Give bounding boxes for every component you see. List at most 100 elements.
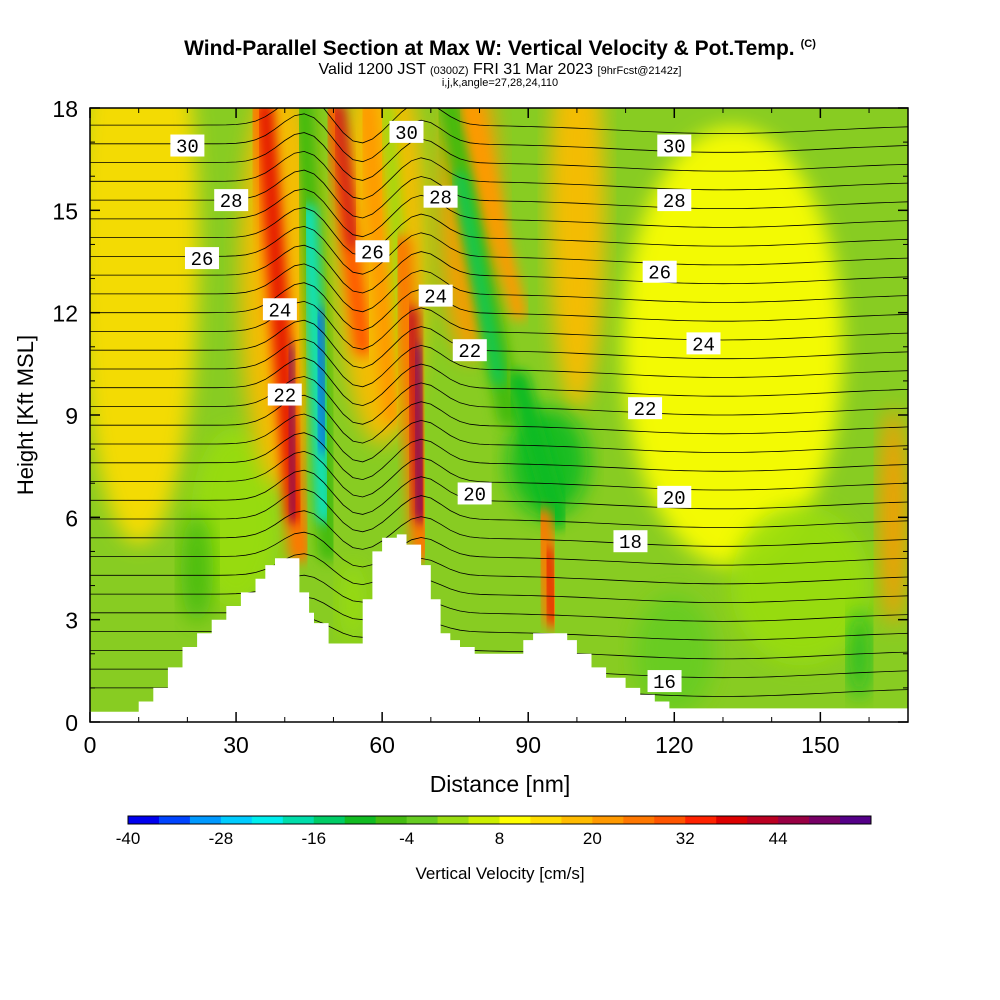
isentrope-label-text: 24 — [268, 300, 291, 322]
isentrope-label: 24 — [418, 284, 453, 309]
isentrope-label-box — [642, 260, 677, 283]
isentrope-label-box — [657, 134, 692, 157]
isentrope-label: 28 — [657, 189, 692, 213]
colorbar-tick-label: -4 — [399, 829, 414, 848]
colorbar-swatch — [406, 816, 439, 824]
colorbar-swatch — [437, 816, 470, 824]
velocity-band — [548, 108, 605, 411]
colorbar-swatch — [747, 816, 779, 824]
terrain — [90, 534, 908, 722]
isentrope-line — [90, 450, 908, 498]
velocity-streak — [507, 369, 569, 529]
isentrope-label: 26 — [355, 240, 390, 264]
isentrope-label-text: 30 — [663, 137, 686, 159]
isentrope-label: 22 — [452, 339, 487, 363]
colorbar-swatch — [778, 816, 810, 824]
isentrope-label: 22 — [628, 397, 663, 421]
isentrope-label-text: 26 — [361, 242, 384, 264]
isentrope-line — [90, 319, 908, 369]
colorbar-swatch — [189, 816, 222, 824]
isentrope-label: 24 — [686, 332, 721, 356]
isentrope-line — [90, 150, 908, 200]
colorbar-tick-label: 20 — [583, 829, 602, 848]
isentrope-line — [90, 432, 908, 481]
isentrope-label-text: 30 — [395, 123, 418, 145]
isentrope-line — [90, 394, 908, 444]
isentrope-label-box — [267, 383, 302, 406]
colorbar-swatch — [375, 816, 408, 824]
isentrope-label-box — [418, 284, 453, 307]
velocity-streak — [455, 171, 504, 386]
isentrope-line — [90, 376, 908, 425]
isentrope-label-box — [214, 189, 249, 212]
colorbar-tick-label: -16 — [301, 829, 326, 848]
velocity-streak — [413, 343, 425, 521]
y-tick-label: 0 — [65, 710, 78, 736]
velocity-streak — [543, 547, 557, 624]
chart-title: Wind-Parallel Section at Max W: Vertical… — [0, 37, 1000, 61]
isentrope-line — [90, 132, 908, 181]
colorbar-swatch — [344, 816, 377, 824]
isentrope-label: 28 — [423, 185, 458, 210]
isentrope-label: 20 — [457, 482, 492, 506]
colorbar-swatch — [499, 816, 531, 824]
velocity-streak — [461, 108, 527, 321]
valid-date: FRI 31 Mar 2023 — [473, 61, 594, 78]
isentrope-label: 28 — [214, 189, 249, 213]
colorbar-swatch — [623, 816, 655, 824]
isentrope-label-text: 22 — [634, 399, 657, 421]
isentrope-line — [90, 282, 908, 331]
isentrope-label-box — [613, 530, 648, 553]
isentrope-line — [90, 488, 908, 533]
x-tick-label: 120 — [655, 732, 693, 758]
isentrope-line — [90, 553, 908, 586]
isentrope-label: 26 — [642, 260, 677, 285]
chart-title-text: Wind-Parallel Section at Max W: Vertical… — [184, 37, 795, 60]
velocity-band — [879, 407, 908, 628]
isentrope-label: 26 — [184, 247, 219, 271]
x-tick-label: 0 — [84, 732, 97, 758]
isentrope-line — [90, 188, 908, 238]
isentrope-label-box — [389, 120, 424, 143]
velocity-band — [622, 126, 843, 567]
isentrope-line — [90, 244, 908, 294]
isentrope-label: 30 — [170, 134, 205, 159]
colorbar-swatch — [840, 816, 872, 824]
forecast-tag: [9hrFcst@2142z] — [597, 65, 682, 77]
y-tick-label: 12 — [52, 301, 78, 327]
isentrope-label-box — [657, 189, 692, 212]
colorbar-swatch — [654, 816, 686, 824]
colorbar-tick-label: -40 — [116, 829, 141, 848]
isentrope-label: 16 — [647, 670, 682, 694]
colorbar-swatch — [468, 816, 500, 824]
isentrope-label-text: 22 — [458, 341, 481, 363]
isentrope-label-box — [452, 339, 487, 362]
isentrope-line — [90, 531, 908, 568]
colorbar-frame — [127, 815, 872, 825]
velocity-band — [191, 427, 282, 608]
isentrope-label-text: 28 — [663, 191, 686, 213]
valid-utc: (0300Z) — [430, 65, 469, 77]
isentrope-line — [90, 574, 908, 603]
isentrope-label-box — [686, 332, 721, 355]
colorbar-tick-label: 8 — [495, 829, 504, 848]
colorbar-tick-label: 44 — [769, 829, 788, 848]
isentrope-label-text: 30 — [176, 137, 199, 159]
y-tick-label: 15 — [52, 198, 78, 224]
isentrope-label-text: 18 — [619, 532, 642, 554]
copyright-tag: (C) — [800, 38, 816, 50]
isentrope-label-box — [647, 670, 682, 693]
colorbar-swatch — [158, 816, 191, 824]
isentrope-label-text: 28 — [429, 188, 452, 210]
colorbar-swatch — [251, 816, 284, 824]
colorbar-swatch — [282, 816, 315, 824]
isentrope-line — [90, 225, 908, 275]
isentrope-line — [90, 108, 908, 144]
isentrope-label: 30 — [389, 120, 424, 145]
velocity-band — [90, 108, 199, 545]
x-tick-label: 150 — [801, 732, 839, 758]
isentrope-label: 18 — [613, 530, 648, 554]
isentrope-label-text: 22 — [273, 386, 296, 408]
isentrope-line — [90, 113, 908, 163]
colorbar-swatch — [561, 816, 593, 824]
